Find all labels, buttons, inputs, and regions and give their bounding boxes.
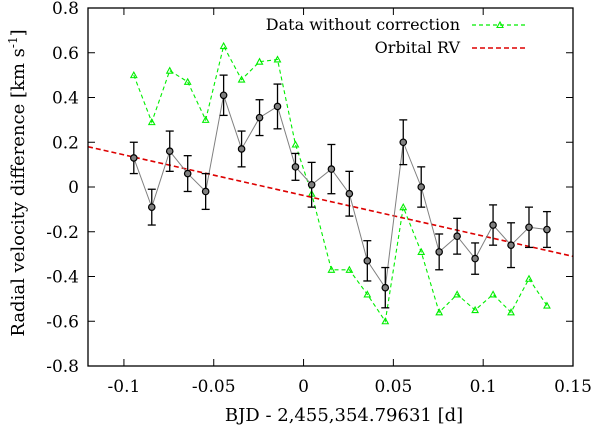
uncorrected-point [165,66,174,74]
y-axis-title-superscript: -1 [6,36,20,48]
y-tick-label: 0.6 [52,44,79,64]
x-tick-label: 0 [298,377,309,397]
uncorrected-series [129,41,551,325]
uncorrected-point [183,77,192,85]
corrected-point [471,254,479,263]
uncorrected-point [129,70,138,79]
x-axis-title: BJD - 2,455,354.79631 [d] [225,405,463,426]
corrected-point [291,163,300,171]
corrected-point [453,232,461,241]
orbital-rv-series [87,145,574,258]
corrected-point [237,145,246,153]
uncorrected-point [363,290,372,298]
corrected-point [165,147,174,156]
x-tick-label: 0.1 [470,377,497,397]
corrected-point [417,183,426,191]
corrected-point [255,113,264,122]
corrected-point [507,241,515,249]
axis-ticks [88,7,574,367]
uncorrected-point [507,308,515,316]
uncorrected-point [543,301,551,309]
uncorrected-point [471,305,480,314]
uncorrected-point [237,75,246,83]
uncorrected-point [453,290,462,298]
corrected-point [201,187,210,196]
uncorrected-point [201,115,210,123]
y-tick-label: 0.8 [52,0,79,19]
corrected-point [147,203,156,211]
x-tick-label: -0.05 [192,377,236,397]
uncorrected-point [255,57,264,65]
uncorrected-point [327,265,336,273]
legend-label-uncorrected: Data without correction [266,15,460,34]
uncorrected-point [399,202,408,211]
legend-label-orbital-rv: Orbital RV [375,38,461,57]
y-tick-label: -0.6 [46,312,79,332]
y-axis-title-bracket: ] [8,29,29,36]
orbital-rv-line [87,145,574,258]
x-tick-label: 0.05 [374,377,412,397]
y-tick-label: -0.8 [46,357,79,377]
uncorrected-point [147,117,156,126]
corrected-point [130,154,138,162]
corrected-point [345,189,354,198]
corrected-point [363,257,372,265]
uncorrected-line [133,44,548,323]
corrected-series [129,74,551,309]
corrected-point [307,180,316,189]
uncorrected-point [291,140,300,148]
uncorrected-point [525,274,533,282]
plot-frame [87,7,574,367]
corrected-point [489,221,497,229]
uncorrected-point [345,265,354,273]
x-tick-label: 0.15 [554,377,592,397]
y-tick-label: 0.4 [52,89,79,109]
y-tick-labels: -0.8 -0.6 -0.4 -0.2 0 0.2 0.4 0.6 0.8 [46,0,79,377]
legend-marker-uncorrected [496,20,504,29]
y-tick-label: 0.2 [52,133,79,153]
uncorrected-point [381,317,390,325]
x-tick-label: -0.1 [108,377,141,397]
corrected-point [327,165,336,173]
corrected-point [525,223,533,232]
corrected-point [543,225,551,234]
uncorrected-point [489,290,497,298]
corrected-point [435,248,443,256]
y-tick-label: -0.2 [46,223,79,243]
y-tick-label: 0 [68,178,79,198]
uncorrected-point [273,55,282,63]
uncorrected-point [219,41,228,50]
legend: Data without correction Orbital RV [266,15,528,57]
corrected-point [273,102,282,111]
x-tick-labels: -0.1 -0.05 0 0.05 0.1 0.15 [108,377,592,397]
uncorrected-point [417,247,426,255]
y-tick-label: -0.4 [46,268,79,288]
corrected-point [381,283,390,292]
corrected-point [219,91,228,100]
y-axis-title: Radial velocity difference [km s-1] [6,29,29,336]
corrected-point [399,138,408,147]
corrected-point [183,169,192,178]
corrected-line [133,93,548,290]
uncorrected-point [435,308,444,316]
y-axis-title-main: Radial velocity difference [km s [8,48,29,337]
